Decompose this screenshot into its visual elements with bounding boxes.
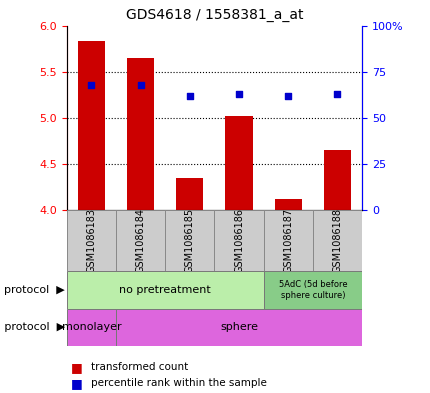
Text: growth protocol  ▶: growth protocol ▶: [0, 322, 64, 332]
Title: GDS4618 / 1558381_a_at: GDS4618 / 1558381_a_at: [126, 8, 302, 22]
FancyBboxPatch shape: [67, 210, 116, 271]
Text: ■: ■: [71, 361, 83, 374]
FancyBboxPatch shape: [67, 271, 263, 309]
Text: transformed count: transformed count: [90, 362, 187, 373]
FancyBboxPatch shape: [214, 210, 263, 271]
Bar: [225, 116, 252, 210]
Point: [88, 81, 95, 88]
FancyBboxPatch shape: [263, 210, 312, 271]
Text: protocol  ▶: protocol ▶: [4, 285, 64, 295]
Bar: [78, 41, 104, 210]
Point: [284, 93, 291, 99]
Text: GSM1086186: GSM1086186: [233, 208, 243, 273]
FancyBboxPatch shape: [165, 210, 214, 271]
Text: percentile rank within the sample: percentile rank within the sample: [90, 378, 266, 388]
Bar: [176, 178, 203, 210]
Text: GSM1086184: GSM1086184: [135, 208, 145, 273]
Text: sphere: sphere: [219, 322, 258, 332]
Text: no pretreatment: no pretreatment: [119, 285, 211, 295]
FancyBboxPatch shape: [263, 271, 361, 309]
Text: monolayer: monolayer: [61, 322, 121, 332]
Text: 5AdC (5d before
sphere culture): 5AdC (5d before sphere culture): [278, 280, 346, 300]
Point: [137, 81, 144, 88]
Text: GSM1086185: GSM1086185: [184, 208, 194, 273]
Point: [235, 91, 242, 97]
Point: [186, 93, 193, 99]
Text: GSM1086187: GSM1086187: [283, 208, 292, 273]
FancyBboxPatch shape: [312, 210, 361, 271]
Bar: [127, 58, 154, 210]
FancyBboxPatch shape: [116, 309, 361, 346]
Bar: [274, 199, 301, 210]
FancyBboxPatch shape: [116, 210, 165, 271]
Bar: [323, 150, 350, 210]
Text: GSM1086183: GSM1086183: [86, 208, 96, 273]
FancyBboxPatch shape: [67, 309, 116, 346]
Text: ■: ■: [71, 376, 83, 390]
Text: GSM1086188: GSM1086188: [332, 208, 342, 273]
Point: [333, 91, 340, 97]
